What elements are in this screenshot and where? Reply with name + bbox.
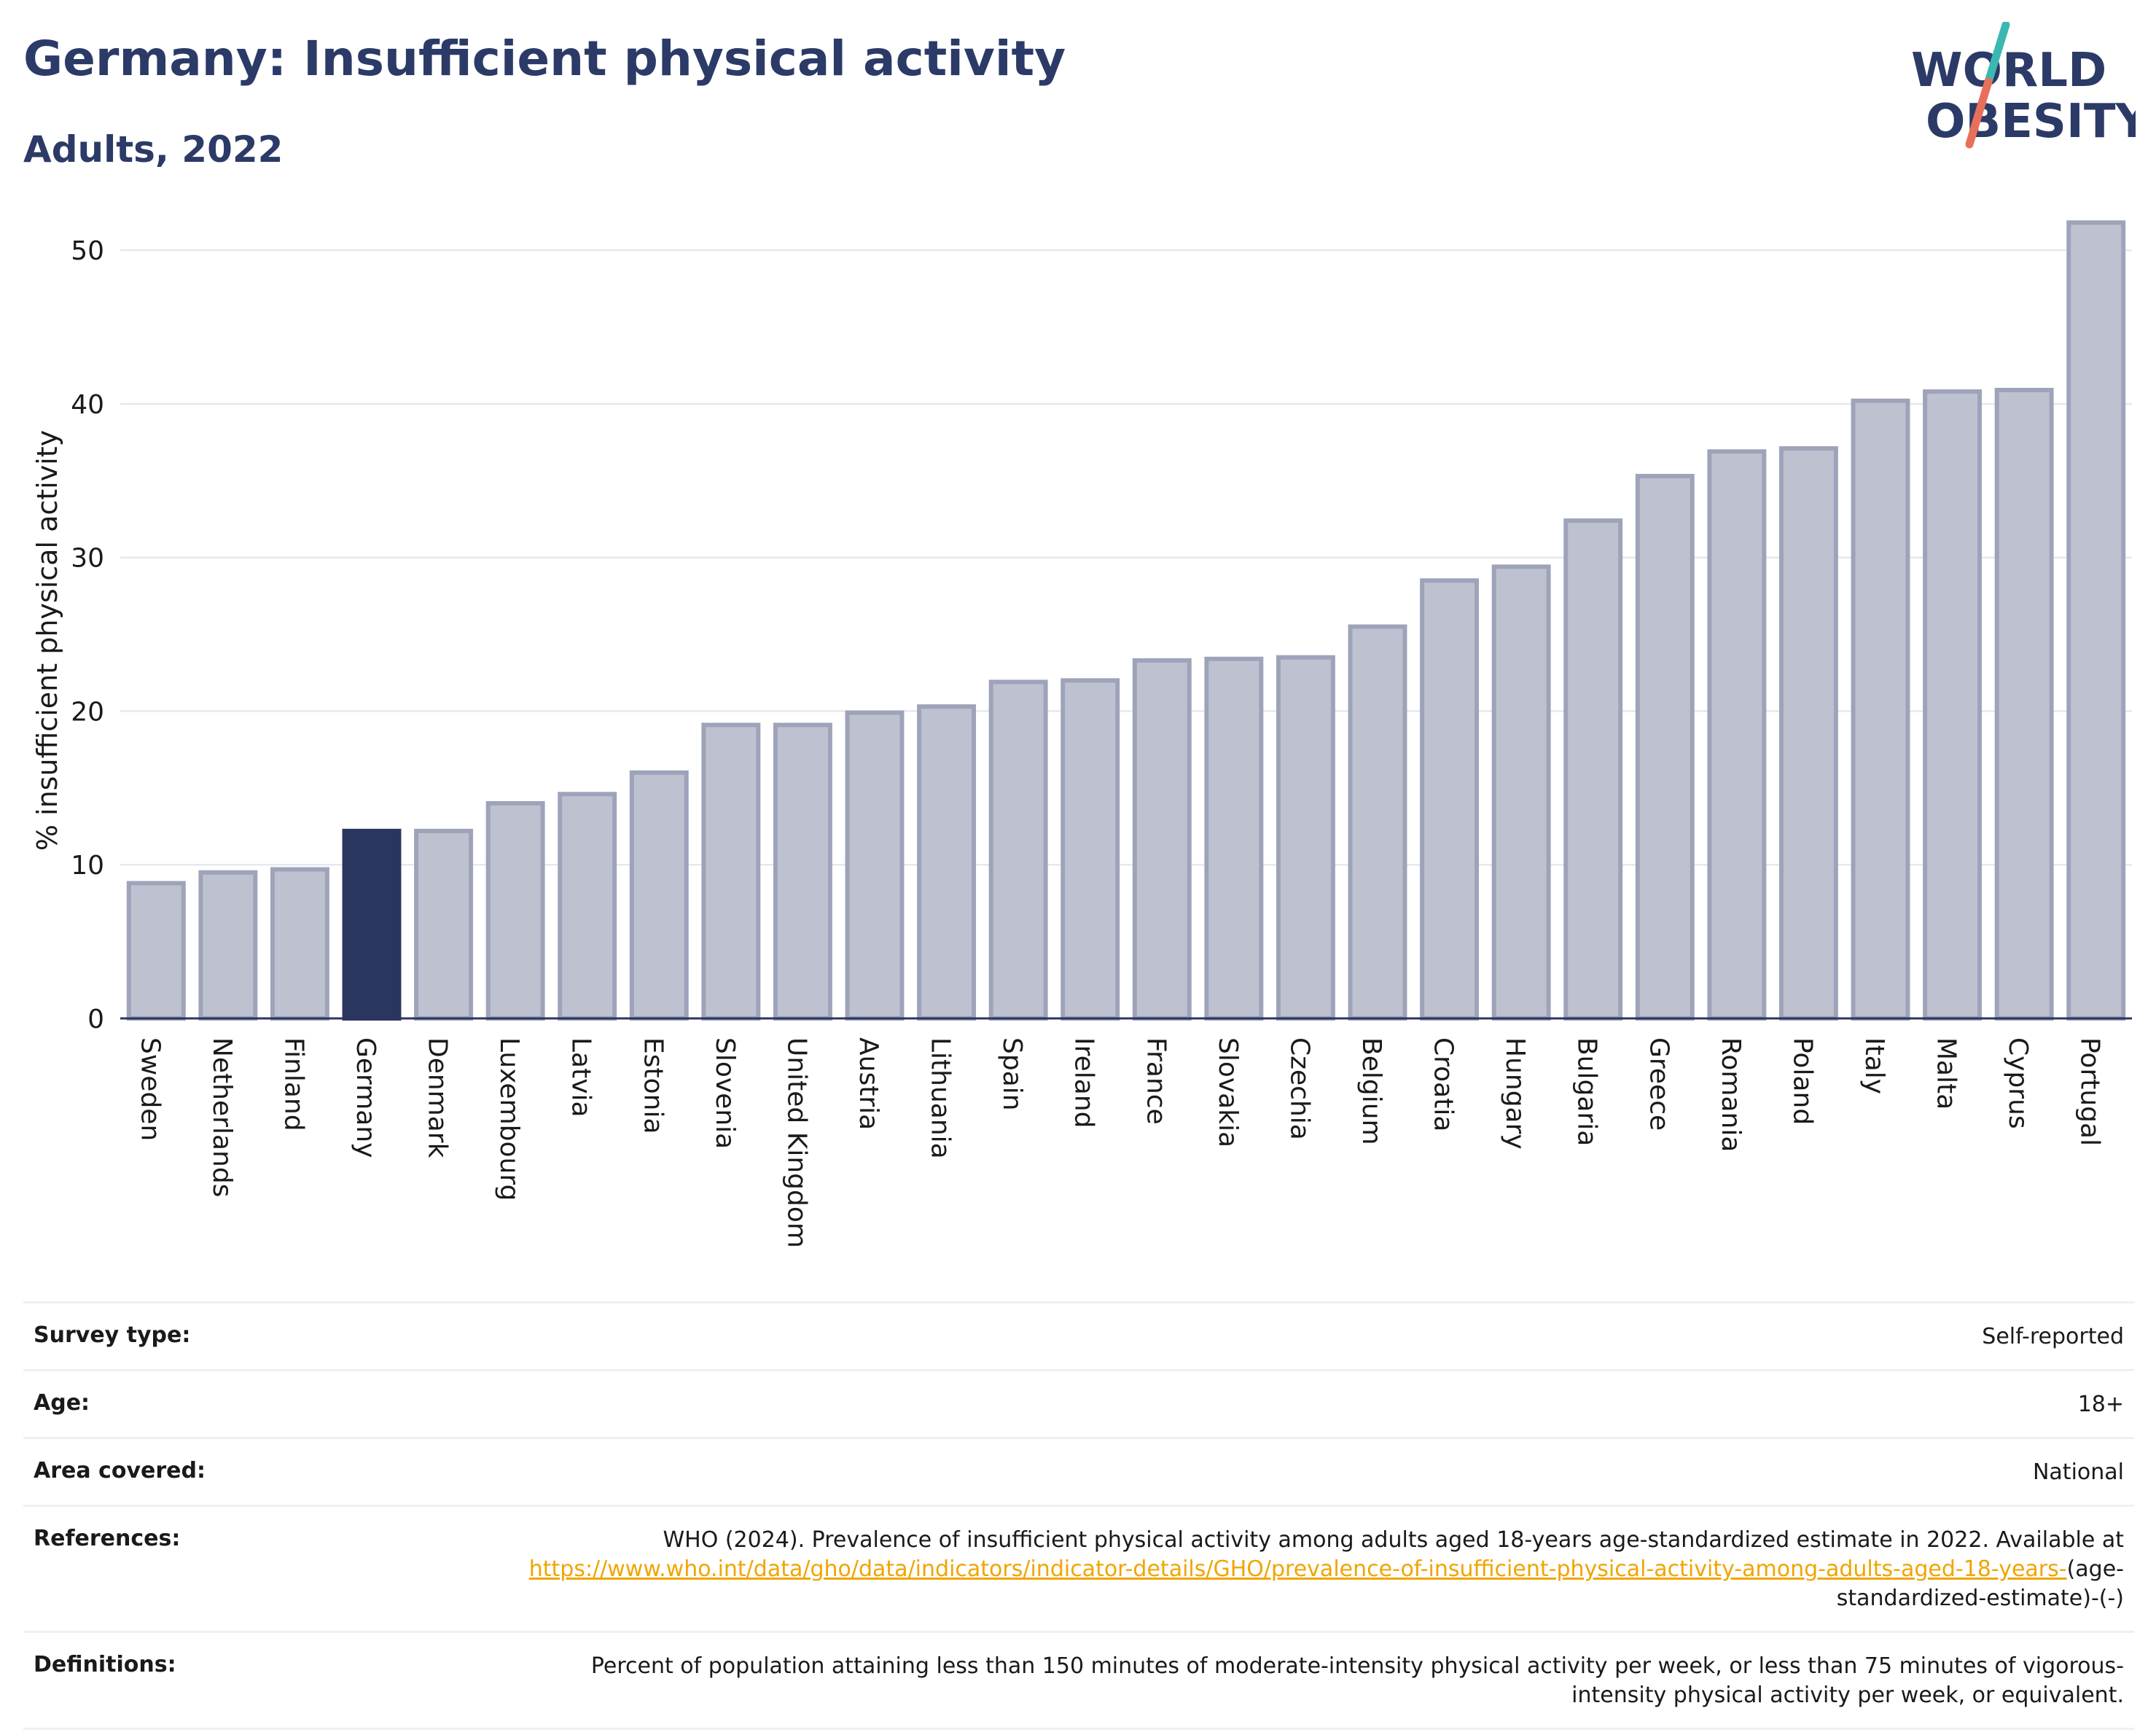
bar-croatia: [1420, 578, 1480, 1021]
y-tick-label: 0: [87, 1005, 104, 1034]
bar-united-kingdom: [773, 722, 832, 1021]
bar-finland: [270, 867, 329, 1021]
bar-austria: [845, 710, 905, 1021]
reference-suffix: (age-standardized-estimate)-(-): [1836, 1556, 2124, 1611]
y-tick-label: 10: [71, 851, 104, 881]
bar-portugal: [2066, 220, 2126, 1021]
y-tick-label: 20: [71, 697, 104, 727]
meta-row-survey-type: Survey type: Self-reported: [23, 1301, 2134, 1369]
x-tick-label: Belgium: [1356, 1037, 1386, 1145]
reference-link[interactable]: https://www.who.int/data/gho/data/indica…: [528, 1556, 2067, 1582]
metadata-table: Survey type: Self-reported Age: 18+ Area…: [23, 1301, 2134, 1730]
meta-label-area: Area covered:: [34, 1458, 206, 1483]
bar-chart: 0 10 20 30 40 50 Sweden Netherlands Finland Germa…: [31, 220, 2132, 1248]
x-tick-label: Sweden: [135, 1037, 165, 1141]
x-tick-label: Lithuania: [926, 1037, 956, 1159]
bar-slovakia: [1204, 656, 1264, 1021]
logo-text-obesity: OBESITY: [1926, 95, 2136, 149]
x-tick-label: Greece: [1644, 1037, 1673, 1131]
bar-lithuania: [917, 704, 977, 1021]
axes: 0 10 20 30 40 50 Sweden Netherlands Finland Germa…: [71, 236, 2132, 1248]
meta-value-age: 18+: [2077, 1392, 2124, 1417]
bar-romania: [1707, 449, 1767, 1021]
world-obesity-logo: WORLD OBESITY: [1911, 22, 2136, 149]
bar-malta: [1923, 389, 1983, 1021]
x-tick-label: Estonia: [638, 1037, 668, 1134]
x-tick-label: Netherlands: [207, 1037, 237, 1197]
bar-france: [1132, 658, 1192, 1021]
bar-spain: [988, 679, 1048, 1021]
x-tick-label: Spain: [997, 1037, 1027, 1111]
x-tick-label: Ireland: [1069, 1037, 1099, 1128]
x-tick-label: Luxembourg: [494, 1037, 524, 1201]
x-tick-label: United Kingdom: [781, 1037, 811, 1248]
bar-hungary: [1491, 564, 1551, 1021]
bar-sweden: [126, 881, 186, 1021]
y-axis-label: % insufficient physical activity: [31, 430, 63, 851]
meta-row-age: Age: 18+: [23, 1369, 2134, 1437]
meta-label-definitions: Definitions:: [34, 1652, 176, 1677]
meta-row-area: Area covered: National: [23, 1437, 2134, 1505]
bar-greece: [1635, 474, 1695, 1021]
bar-ireland: [1061, 678, 1120, 1021]
bar-italy: [1851, 398, 1910, 1021]
x-tick-label: France: [1141, 1037, 1171, 1125]
bar-latvia: [558, 792, 617, 1021]
bar-poland: [1778, 446, 1838, 1021]
meta-value-definitions: Percent of population attaining less tha…: [590, 1653, 2124, 1708]
logo-slash-bottom: [1965, 77, 1993, 149]
meta-value-survey-type: Self-reported: [1982, 1324, 2124, 1349]
meta-label-age: Age:: [34, 1390, 90, 1416]
x-tick-label: Latvia: [566, 1037, 596, 1118]
bar-czechia: [1276, 655, 1335, 1021]
meta-label-references: References:: [34, 1526, 181, 1551]
y-tick-label: 50: [71, 236, 104, 266]
x-tick-label: Croatia: [1429, 1037, 1458, 1131]
x-tick-label: Slovakia: [1213, 1037, 1243, 1147]
chart-title: Germany: Insufficient physical activity: [23, 31, 1066, 87]
x-tick-label: Cyprus: [2003, 1037, 2033, 1129]
bar-bulgaria: [1563, 518, 1623, 1021]
x-tick-label: Hungary: [1500, 1037, 1530, 1150]
bar-estonia: [629, 770, 689, 1021]
meta-label-survey-type: Survey type:: [34, 1322, 191, 1348]
x-tick-label: Malta: [1932, 1037, 1961, 1110]
y-tick-label: 40: [71, 390, 104, 420]
x-tick-label: Romania: [1716, 1037, 1746, 1152]
bar-slovenia: [701, 722, 761, 1021]
bar-cyprus: [1994, 388, 2054, 1021]
x-tick-label: Austria: [854, 1037, 883, 1130]
logo-text-world: WORLD: [1911, 44, 2106, 98]
x-tick-label: Germany: [351, 1037, 380, 1158]
x-tick-label: Slovenia: [710, 1037, 740, 1149]
bars: [126, 220, 2126, 1021]
x-tick-label: Finland: [278, 1037, 308, 1131]
meta-row-references: References: WHO (2024). Prevalence of in…: [23, 1505, 2134, 1631]
chart-subtitle: Adults, 2022: [23, 128, 284, 171]
bar-belgium: [1348, 624, 1407, 1021]
reference-text: WHO (2024). Prevalence of insufficient p…: [663, 1527, 2124, 1553]
y-tick-label: 30: [71, 544, 104, 574]
x-tick-label: Portugal: [2075, 1037, 2105, 1146]
x-tick-label: Denmark: [423, 1037, 453, 1158]
bar-germany: [342, 828, 402, 1021]
x-tick-label: Italy: [1859, 1037, 1889, 1094]
x-tick-label: Bulgaria: [1572, 1037, 1602, 1146]
bar-denmark: [414, 828, 474, 1021]
meta-row-definitions: Definitions: Percent of population attai…: [23, 1631, 2134, 1730]
x-tick-label: Czechia: [1284, 1037, 1314, 1140]
bar-netherlands: [198, 870, 258, 1021]
logo-slash-top: [1984, 22, 2010, 86]
meta-value-references: WHO (2024). Prevalence of insufficient p…: [520, 1526, 2124, 1613]
x-tick-label: Poland: [1787, 1037, 1817, 1125]
meta-value-area: National: [2032, 1459, 2124, 1485]
bar-luxembourg: [485, 800, 545, 1021]
